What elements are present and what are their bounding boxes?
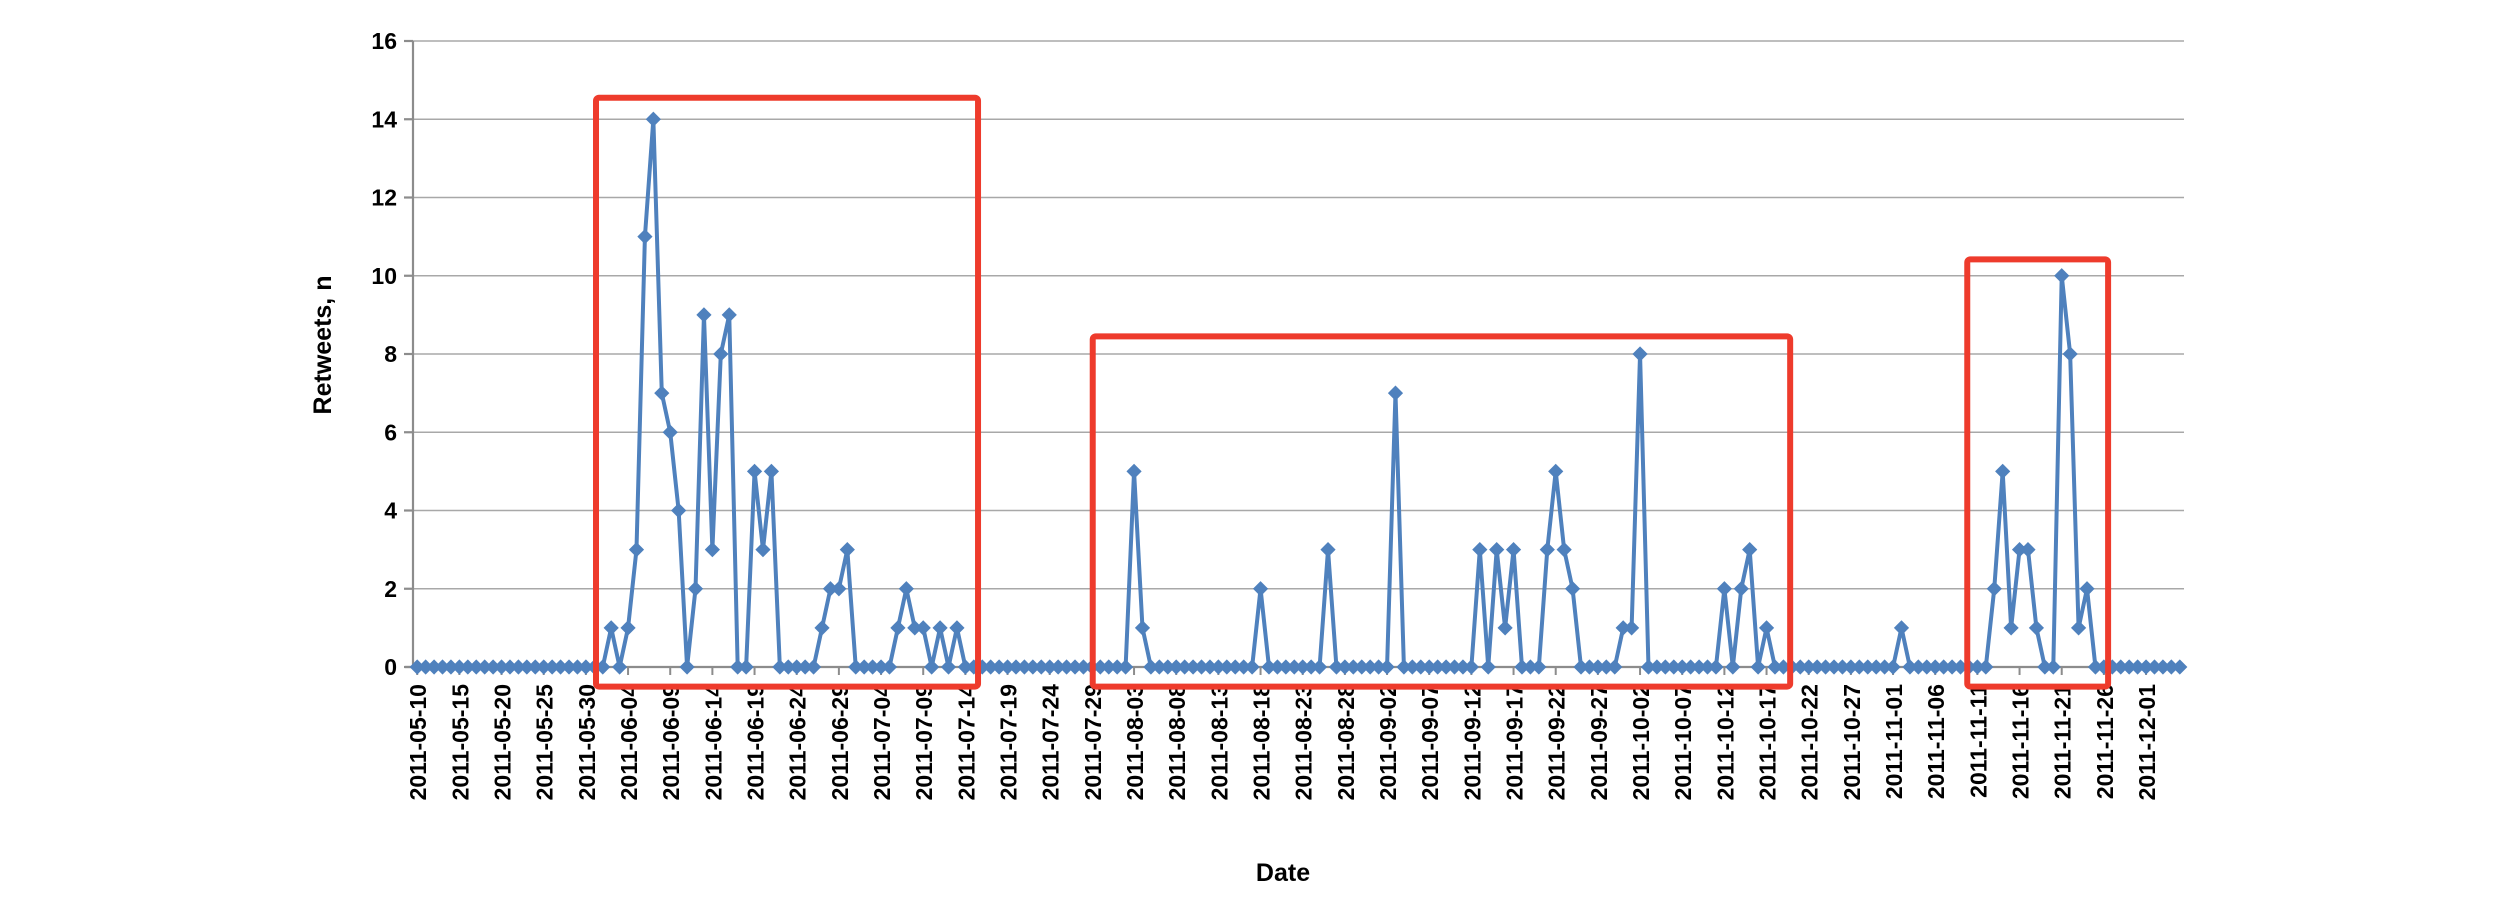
retweets-line-series bbox=[415, 117, 2182, 669]
burst-annotation-box-1 bbox=[593, 94, 982, 690]
x-tick-label: 2011-10-17 bbox=[1755, 684, 1781, 800]
x-tick-label: 2011-11-06 bbox=[1923, 684, 1949, 799]
x-tick-label: 2011-08-13 bbox=[1206, 684, 1232, 800]
x-tick-label: 2011-11-01 bbox=[1881, 684, 1907, 799]
x-tick-label: 2011-08-18 bbox=[1249, 684, 1275, 801]
y-tick-label: 0 bbox=[384, 654, 397, 680]
y-tick-label: 10 bbox=[371, 263, 397, 289]
y-tick-label: 6 bbox=[384, 419, 397, 445]
burst-annotation-box-3 bbox=[1964, 256, 2112, 690]
x-tick-label: 2011-07-04 bbox=[869, 684, 895, 801]
x-tick-label: 2011-05-30 bbox=[574, 684, 600, 800]
x-tick-label: 2011-06-04 bbox=[616, 684, 642, 801]
x-tick-label: 2011-06-29 bbox=[827, 684, 853, 800]
x-tick-label: 2011-10-22 bbox=[1797, 684, 1823, 800]
x-tick-label: 2011-08-03 bbox=[1122, 684, 1148, 800]
x-tick-label: 2011-11-26 bbox=[2092, 684, 2118, 799]
x-tick-label: 2011-05-10 bbox=[405, 684, 431, 800]
burst-annotation-box-2 bbox=[1089, 333, 1794, 690]
x-tick-label: 2011-10-12 bbox=[1712, 684, 1738, 800]
x-axis-ticks: 2011-05-10 2011-05-15 2011-05-20 2011-05-25… bbox=[405, 667, 2160, 800]
x-tick-label: 2011-07-24 bbox=[1038, 684, 1064, 801]
x-tick-label: 2011-09-02 bbox=[1375, 684, 1401, 800]
x-tick-label: 2011-11-16 bbox=[2008, 684, 2034, 799]
y-tick-label: 14 bbox=[371, 106, 397, 132]
y-axis-title: Retweets, n bbox=[309, 276, 337, 415]
x-tick-label: 2011-07-14 bbox=[953, 684, 979, 801]
x-tick-label: 2011-08-23 bbox=[1291, 684, 1317, 800]
y-tick-label: 8 bbox=[384, 341, 397, 367]
x-tick-label: 2011-11-21 bbox=[2050, 684, 2076, 799]
y-axis-ticks: 0 2 4 6 8 10 12 14 16 bbox=[371, 28, 413, 680]
x-tick-label: 2011-06-19 bbox=[743, 684, 769, 800]
x-tick-label: 2011-12-01 bbox=[2134, 684, 2160, 801]
y-tick-label: 16 bbox=[371, 28, 397, 54]
x-tick-label: 2011-06-09 bbox=[658, 684, 684, 800]
x-tick-label: 2011-06-14 bbox=[700, 684, 726, 801]
x-tick-label: 2011-11-11 bbox=[1965, 684, 1991, 798]
x-tick-label: 2011-10-02 bbox=[1628, 684, 1654, 800]
y-tick-label: 4 bbox=[384, 498, 397, 524]
x-tick-label: 2011-10-27 bbox=[1839, 684, 1865, 800]
x-axis-title: Date bbox=[1256, 859, 1310, 887]
x-tick-label: 2011-09-22 bbox=[1544, 684, 1570, 800]
x-tick-label: 2011-05-25 bbox=[532, 684, 558, 801]
y-tick-label: 12 bbox=[371, 185, 397, 211]
x-tick-label: 2011-08-28 bbox=[1333, 684, 1359, 801]
x-tick-label: 2011-09-07 bbox=[1417, 684, 1443, 800]
x-tick-label: 2011-09-12 bbox=[1459, 684, 1485, 800]
data-point-markers bbox=[409, 111, 2188, 675]
x-tick-label: 2011-05-15 bbox=[447, 684, 473, 801]
x-tick-label: 2011-09-27 bbox=[1586, 684, 1612, 800]
x-tick-label: 2011-08-08 bbox=[1164, 684, 1190, 801]
x-tick-label: 2011-05-20 bbox=[490, 684, 516, 800]
x-tick-label: 2011-09-17 bbox=[1502, 684, 1528, 800]
x-tick-label: 2011-10-07 bbox=[1670, 684, 1696, 800]
x-tick-label: 2011-07-29 bbox=[1080, 684, 1106, 800]
x-tick-label: 2011-07-09 bbox=[911, 684, 937, 800]
x-tick-label: 2011-07-19 bbox=[996, 684, 1022, 800]
y-tick-label: 2 bbox=[384, 576, 397, 602]
x-tick-label: 2011-06-24 bbox=[785, 684, 811, 801]
